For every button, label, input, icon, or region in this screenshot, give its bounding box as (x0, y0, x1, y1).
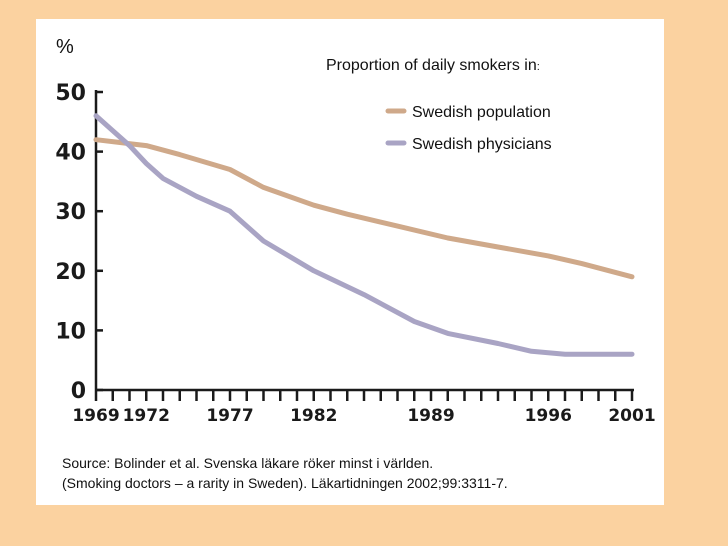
series-line-physicians (93, 113, 635, 357)
series-line-population (93, 137, 635, 280)
x-tick-label-2001: 2001 (608, 406, 655, 426)
legend-label-physicians: Swedish physicians (412, 136, 552, 153)
legend-label-population: Swedish population (412, 104, 551, 121)
x-tick-label-1969: 1969 (72, 406, 119, 426)
y-tick-label-40: 40 (55, 141, 86, 166)
axes: 0 10 20 30 40 50 1969 1972 1977 1982 1989 1996 2001 (55, 81, 655, 426)
y-tick-label-0: 0 (71, 379, 86, 404)
source-citation: Source: Bolinder et al. Svenska läkare r… (62, 453, 508, 493)
y-tick-label-50: 50 (55, 81, 86, 106)
chart-panel: % Proportion of daily smokers in: Swedis… (36, 19, 664, 505)
x-tick-label-1982: 1982 (290, 406, 337, 426)
y-tick-label-10: 10 (55, 319, 86, 344)
x-tick-label-1996: 1996 (525, 406, 572, 426)
x-tick-label-1989: 1989 (407, 406, 454, 426)
chart-title-suffix: : (537, 61, 540, 73)
chart-title-main: Proportion of daily smokers in (326, 57, 537, 74)
legend-item-physicians: Swedish physicians (385, 136, 552, 153)
x-tick-label-1977: 1977 (206, 406, 253, 426)
legend-item-population: Swedish population (385, 104, 551, 121)
chart-title: Proportion of daily smokers in: (326, 57, 540, 74)
y-tick-label-20: 20 (55, 260, 86, 285)
y-unit-label: % (56, 36, 74, 58)
x-tick-label-1972: 1972 (123, 406, 170, 426)
legend: Swedish population Swedish physicians (385, 104, 552, 153)
source-line-2: (Smoking doctors – a rarity in Sweden). … (62, 475, 508, 491)
source-line-1: Source: Bolinder et al. Svenska läkare r… (62, 455, 434, 471)
y-tick-label-30: 30 (55, 200, 86, 225)
line-chart: % Proportion of daily smokers in: Swedis… (55, 36, 655, 426)
series-layer (93, 113, 635, 357)
